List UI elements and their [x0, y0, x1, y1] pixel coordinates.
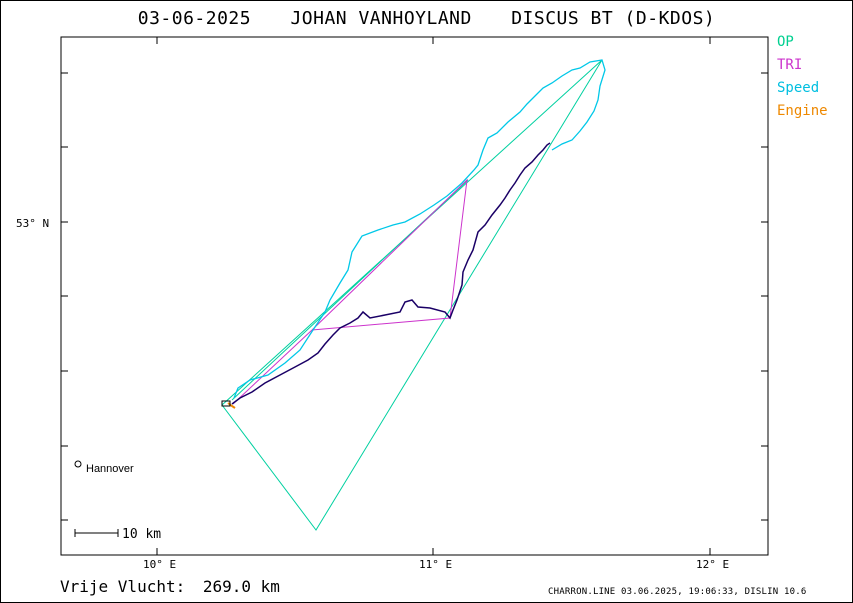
plot-frame	[60, 36, 769, 556]
flight-date: 03-06-2025	[137, 8, 252, 29]
distance-summary: Vrije Vlucht: 269.0 km	[60, 577, 280, 596]
scale-bar-label: 10 km	[122, 527, 161, 542]
page-title: 03-06-2025 JOHAN VANHOYLAND DISCUS BT (D…	[0, 8, 853, 29]
hannover-marker	[74, 460, 82, 468]
hannover-label: Hannover	[86, 463, 134, 475]
legend-op: OP	[777, 34, 794, 50]
legend-speed: Speed	[777, 80, 820, 96]
lat-ticks	[61, 72, 768, 521]
lon-label-10: 10° E	[143, 558, 176, 571]
legend-tri: TRI	[777, 57, 803, 73]
lat-label-53: 53° N	[16, 217, 49, 230]
lon-label-12: 12° E	[696, 558, 729, 571]
credit-line: CHARRON.LINE 03.06.2025, 19:06:33, DISLI…	[548, 587, 807, 597]
start-marker	[221, 400, 231, 407]
op-task-lines	[221, 59, 603, 531]
scale-bar	[74, 529, 119, 537]
lon-label-11: 11° E	[419, 558, 452, 571]
distance-label: Vrije Vlucht:	[60, 577, 186, 596]
lon-ticks	[156, 37, 711, 555]
glider-name: DISCUS BT (D-KDOS)	[511, 8, 716, 29]
speed-track	[233, 59, 606, 399]
flight-track	[231, 142, 551, 405]
pilot-name: JOHAN VANHOYLAND	[290, 8, 472, 29]
tri-task-lines	[232, 178, 468, 405]
distance-value: 269.0 km	[202, 577, 280, 596]
legend-engine: Engine	[777, 103, 828, 119]
engine-segment	[227, 402, 236, 409]
